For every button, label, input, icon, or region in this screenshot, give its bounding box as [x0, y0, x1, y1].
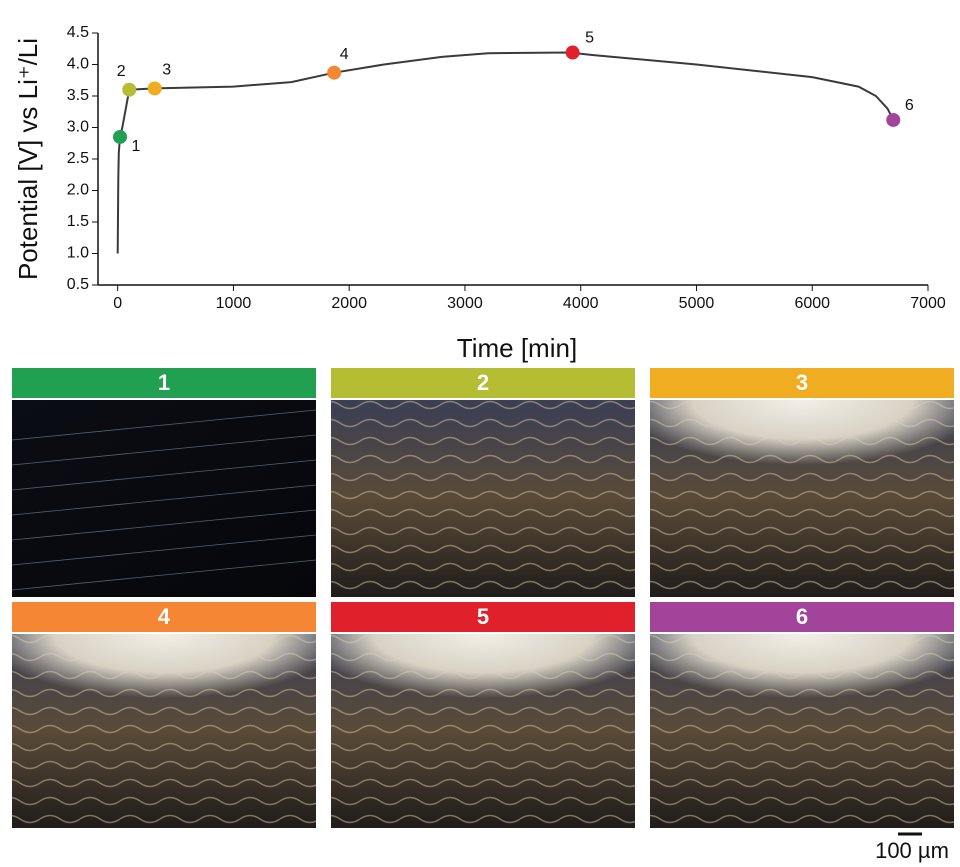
micrograph: [12, 400, 316, 597]
point-marker: [113, 130, 127, 144]
x-tick-label: 1000: [216, 295, 252, 312]
point-label: 6: [905, 97, 914, 114]
point-marker: [886, 113, 900, 127]
y-tick-label: 1.5: [67, 213, 89, 230]
data-line: [118, 53, 894, 254]
y-tick-label: 3.5: [67, 87, 89, 104]
point-label: 5: [585, 30, 594, 47]
deposit: [12, 634, 316, 741]
x-tick-label: 3000: [447, 295, 483, 312]
point-label: 4: [340, 46, 349, 63]
y-tick-label: 0.5: [67, 276, 89, 293]
x-tick-label: 4000: [563, 295, 599, 312]
panel-label: 1: [158, 370, 170, 395]
y-tick-label: 4.0: [67, 56, 89, 73]
y-tick-label: 4.5: [67, 24, 89, 41]
panel-label: 5: [477, 604, 489, 629]
texture: [331, 400, 635, 597]
x-tick-label: 6000: [794, 295, 830, 312]
point-marker: [566, 46, 580, 60]
x-tick-label: 7000: [910, 295, 946, 312]
y-axis-title: Potential [V] vs Li⁺/Li: [13, 38, 43, 280]
x-tick-label: 5000: [679, 295, 715, 312]
panel-label: 2: [477, 370, 489, 395]
y-tick-label: 1.0: [67, 245, 89, 262]
point-marker: [122, 83, 136, 97]
deposit: [650, 400, 954, 508]
deposit: [331, 634, 635, 741]
deposit: [650, 634, 954, 741]
x-tick-label: 2000: [331, 295, 367, 312]
point-label: 3: [162, 62, 171, 79]
y-tick-label: 2.5: [67, 150, 89, 167]
figure: Potential [V] vs Li⁺/Li Time [min] 100 µ…: [0, 0, 960, 867]
y-tick-label: 2.0: [67, 182, 89, 199]
point-label: 1: [132, 138, 141, 155]
panel-label: 3: [796, 370, 808, 395]
x-axis-title: Time [min]: [457, 333, 577, 363]
panel-label: 6: [796, 604, 808, 629]
y-tick-label: 3.0: [67, 119, 89, 136]
panel-label: 4: [158, 604, 171, 629]
x-tick-label: 0: [113, 295, 122, 312]
point-marker: [327, 66, 341, 80]
point-label: 2: [117, 63, 126, 80]
point-marker: [148, 81, 162, 95]
scale-bar-label: 100 µm: [875, 838, 949, 863]
